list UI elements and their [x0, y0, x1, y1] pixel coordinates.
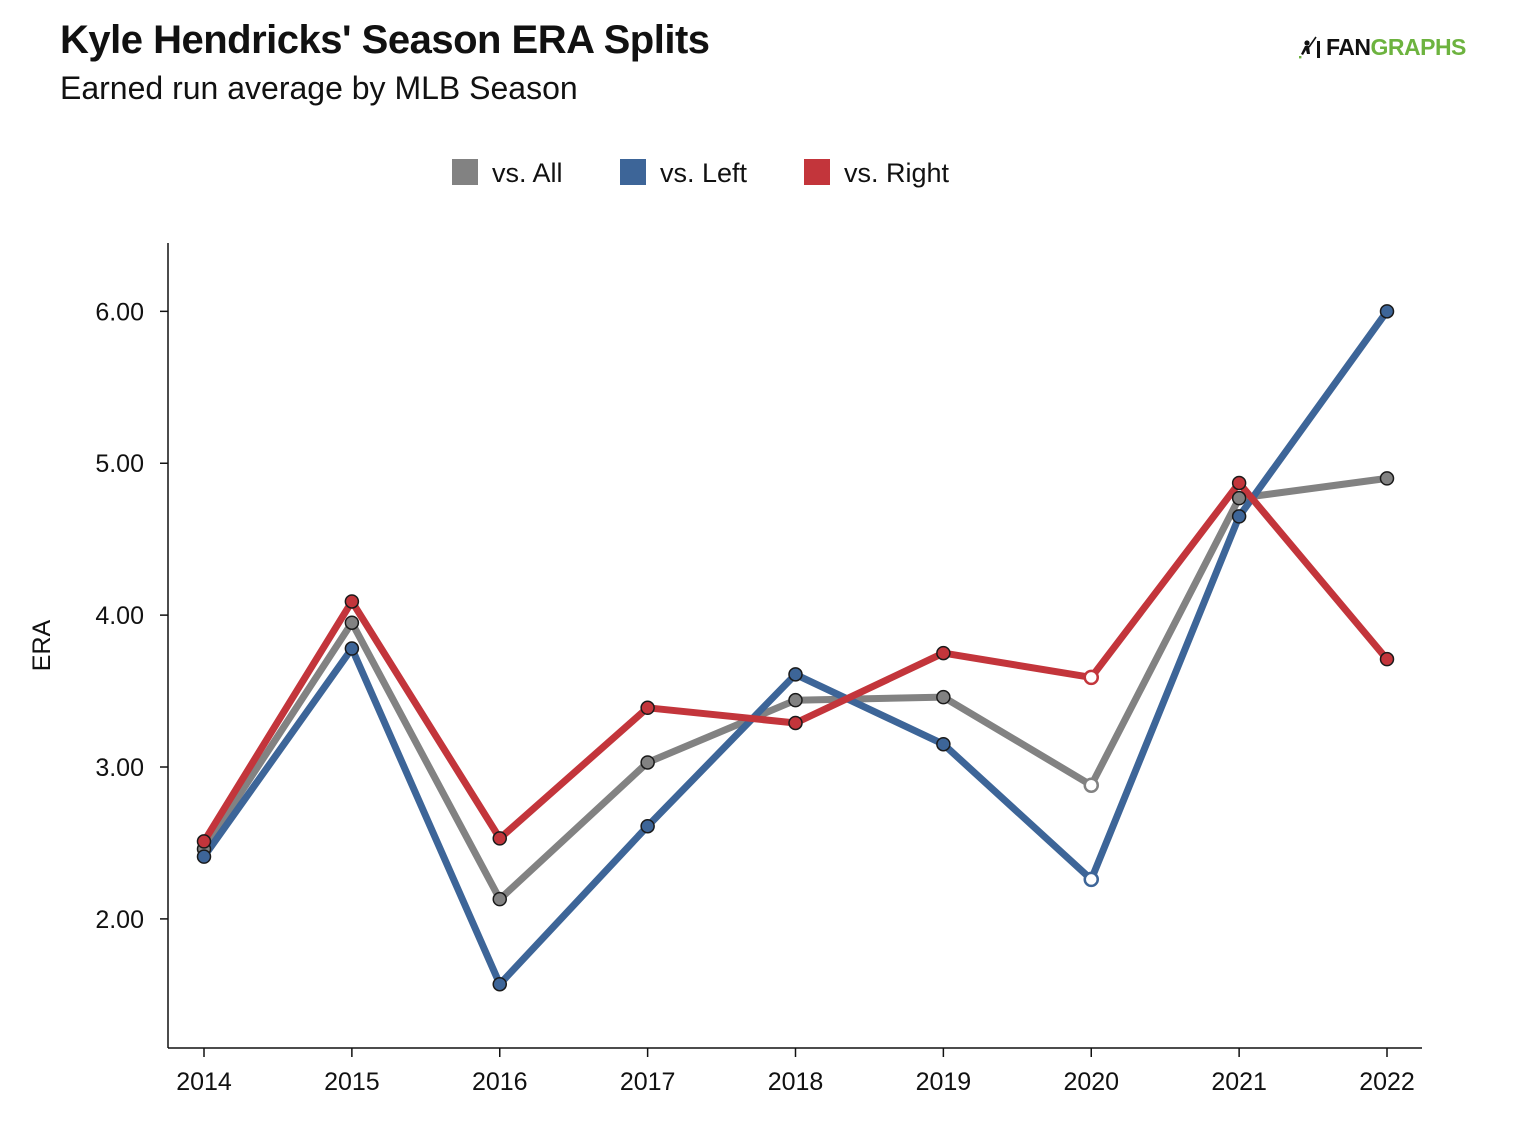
- series-points: [196, 304, 1395, 992]
- point-vs-left-2014: [196, 849, 212, 864]
- point-vs-all-2021: [1231, 490, 1247, 506]
- point-vs-all-2017: [640, 755, 655, 770]
- point-vs-left-2022: [1379, 304, 1395, 319]
- axes: 2.00 3.00 4.00 5.00 6.00 2014 2015 2016 2017 2018…: [28, 243, 1422, 1096]
- x-tick-label-2017: 2017: [620, 1068, 676, 1096]
- point-vs-all-2018: [788, 692, 803, 708]
- legend-label-vs-right: vs. Right: [844, 158, 950, 188]
- chart-subtitle: Earned run average by MLB Season: [60, 70, 578, 106]
- x-tick-label-2019: 2019: [916, 1068, 972, 1096]
- y-tick-label-6.00: 6.00: [95, 298, 144, 326]
- y-tick-label-5.00: 5.00: [95, 450, 144, 478]
- x-tick-label-2015: 2015: [324, 1068, 380, 1096]
- logo-fan-text: FAN: [1326, 34, 1371, 60]
- series-line-vs-all: [200, 474, 1391, 903]
- point-vs-right-2017: [640, 700, 655, 716]
- legend-swatch-vs-left: [620, 159, 646, 185]
- point-vs-left-2017: [640, 818, 655, 834]
- x-tick-label-2016: 2016: [472, 1068, 528, 1096]
- chart-title: Kyle Hendricks' Season ERA Splits: [60, 18, 710, 62]
- y-axis-label: ERA: [28, 619, 56, 671]
- fangraphs-batter-icon: [1299, 36, 1320, 58]
- logo-graphs-text: GRAPHS: [1370, 34, 1467, 60]
- x-tick-label-2018: 2018: [768, 1068, 824, 1096]
- point-vs-all-2019: [936, 689, 951, 705]
- y-tick-label-4.00: 4.00: [95, 602, 144, 630]
- legend: vs. All vs. Left vs. Right: [452, 158, 950, 188]
- x-tick-label-2014: 2014: [176, 1068, 232, 1096]
- point-vs-left-2021: [1231, 509, 1247, 524]
- x-tick-label-2021: 2021: [1211, 1068, 1267, 1096]
- legend-swatch-vs-right: [804, 159, 830, 185]
- series-lines: [200, 307, 1391, 988]
- point-vs-right-2022: [1379, 651, 1395, 667]
- legend-label-vs-left: vs. Left: [660, 158, 748, 188]
- point-vs-left-2019: [936, 736, 951, 752]
- y-tick-label-3.00: 3.00: [95, 754, 144, 782]
- point-vs-right-2019: [936, 645, 951, 661]
- point-vs-all-2020: [1083, 777, 1099, 793]
- point-vs-right-2016: [492, 831, 507, 846]
- point-vs-right-2015: [344, 594, 360, 609]
- x-tick-label-2022: 2022: [1359, 1068, 1415, 1096]
- point-vs-all-2022: [1379, 471, 1395, 486]
- point-vs-left-2016: [492, 976, 507, 992]
- point-vs-right-2021: [1231, 475, 1247, 491]
- point-vs-left-2020: [1083, 871, 1099, 888]
- point-vs-all-2015: [344, 615, 360, 630]
- series-line-vs-right: [200, 479, 1391, 845]
- point-vs-right-2018: [788, 715, 803, 731]
- y-tick-label-2.00: 2.00: [95, 906, 144, 934]
- point-vs-left-2015: [344, 641, 360, 656]
- point-vs-right-2020: [1083, 669, 1099, 686]
- legend-label-vs-all: vs. All: [492, 158, 563, 188]
- point-vs-all-2016: [492, 891, 507, 907]
- x-tick-label-2020: 2020: [1063, 1068, 1119, 1096]
- fangraphs-logo: FAN GRAPHS: [1296, 34, 1466, 61]
- point-vs-right-2014: [196, 834, 212, 849]
- point-vs-left-2018: [788, 667, 803, 682]
- legend-swatch-vs-all: [452, 159, 478, 185]
